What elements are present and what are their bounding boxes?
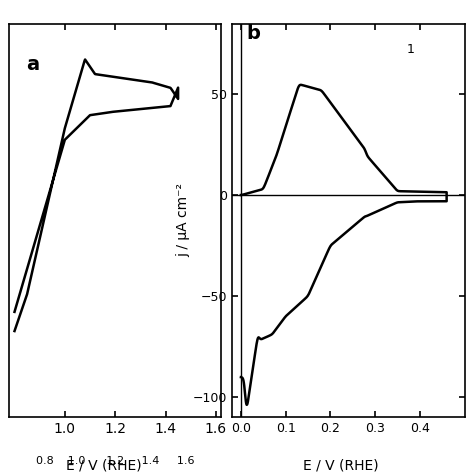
Text: E / V (RHE): E / V (RHE) [303, 458, 379, 472]
Text: E / V (RHE): E / V (RHE) [66, 458, 142, 472]
Text: 0.8    1.0      1.2     1.4     1.6: 0.8 1.0 1.2 1.4 1.6 [36, 456, 194, 466]
Y-axis label: j / μA cm⁻²: j / μA cm⁻² [176, 183, 190, 257]
Text: b: b [246, 24, 260, 43]
Text: a: a [27, 55, 39, 74]
Text: 1: 1 [406, 44, 414, 56]
